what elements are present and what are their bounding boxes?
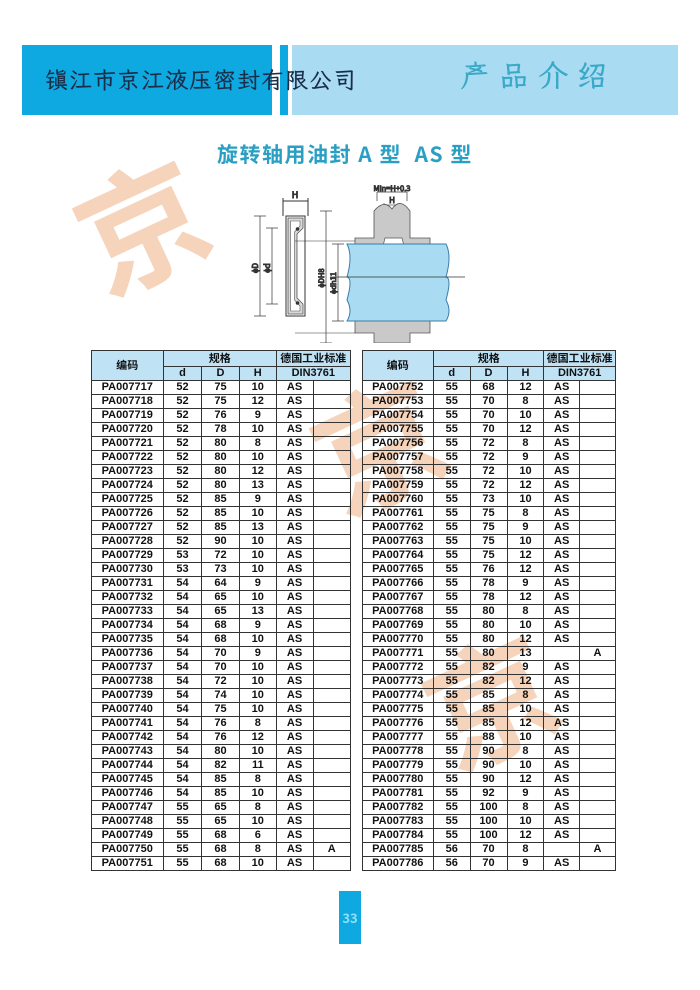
svg-text:H: H	[389, 195, 395, 206]
svg-text:ϕdh11: ϕdh11	[328, 272, 339, 294]
svg-text:Min=H+0.3: Min=H+0.3	[374, 183, 411, 194]
svg-text:ϕD: ϕD	[250, 263, 261, 273]
svg-text:H: H	[292, 188, 299, 201]
svg-text:ϕd: ϕd	[262, 263, 273, 272]
svg-text:ϕDH8: ϕDH8	[316, 269, 327, 288]
